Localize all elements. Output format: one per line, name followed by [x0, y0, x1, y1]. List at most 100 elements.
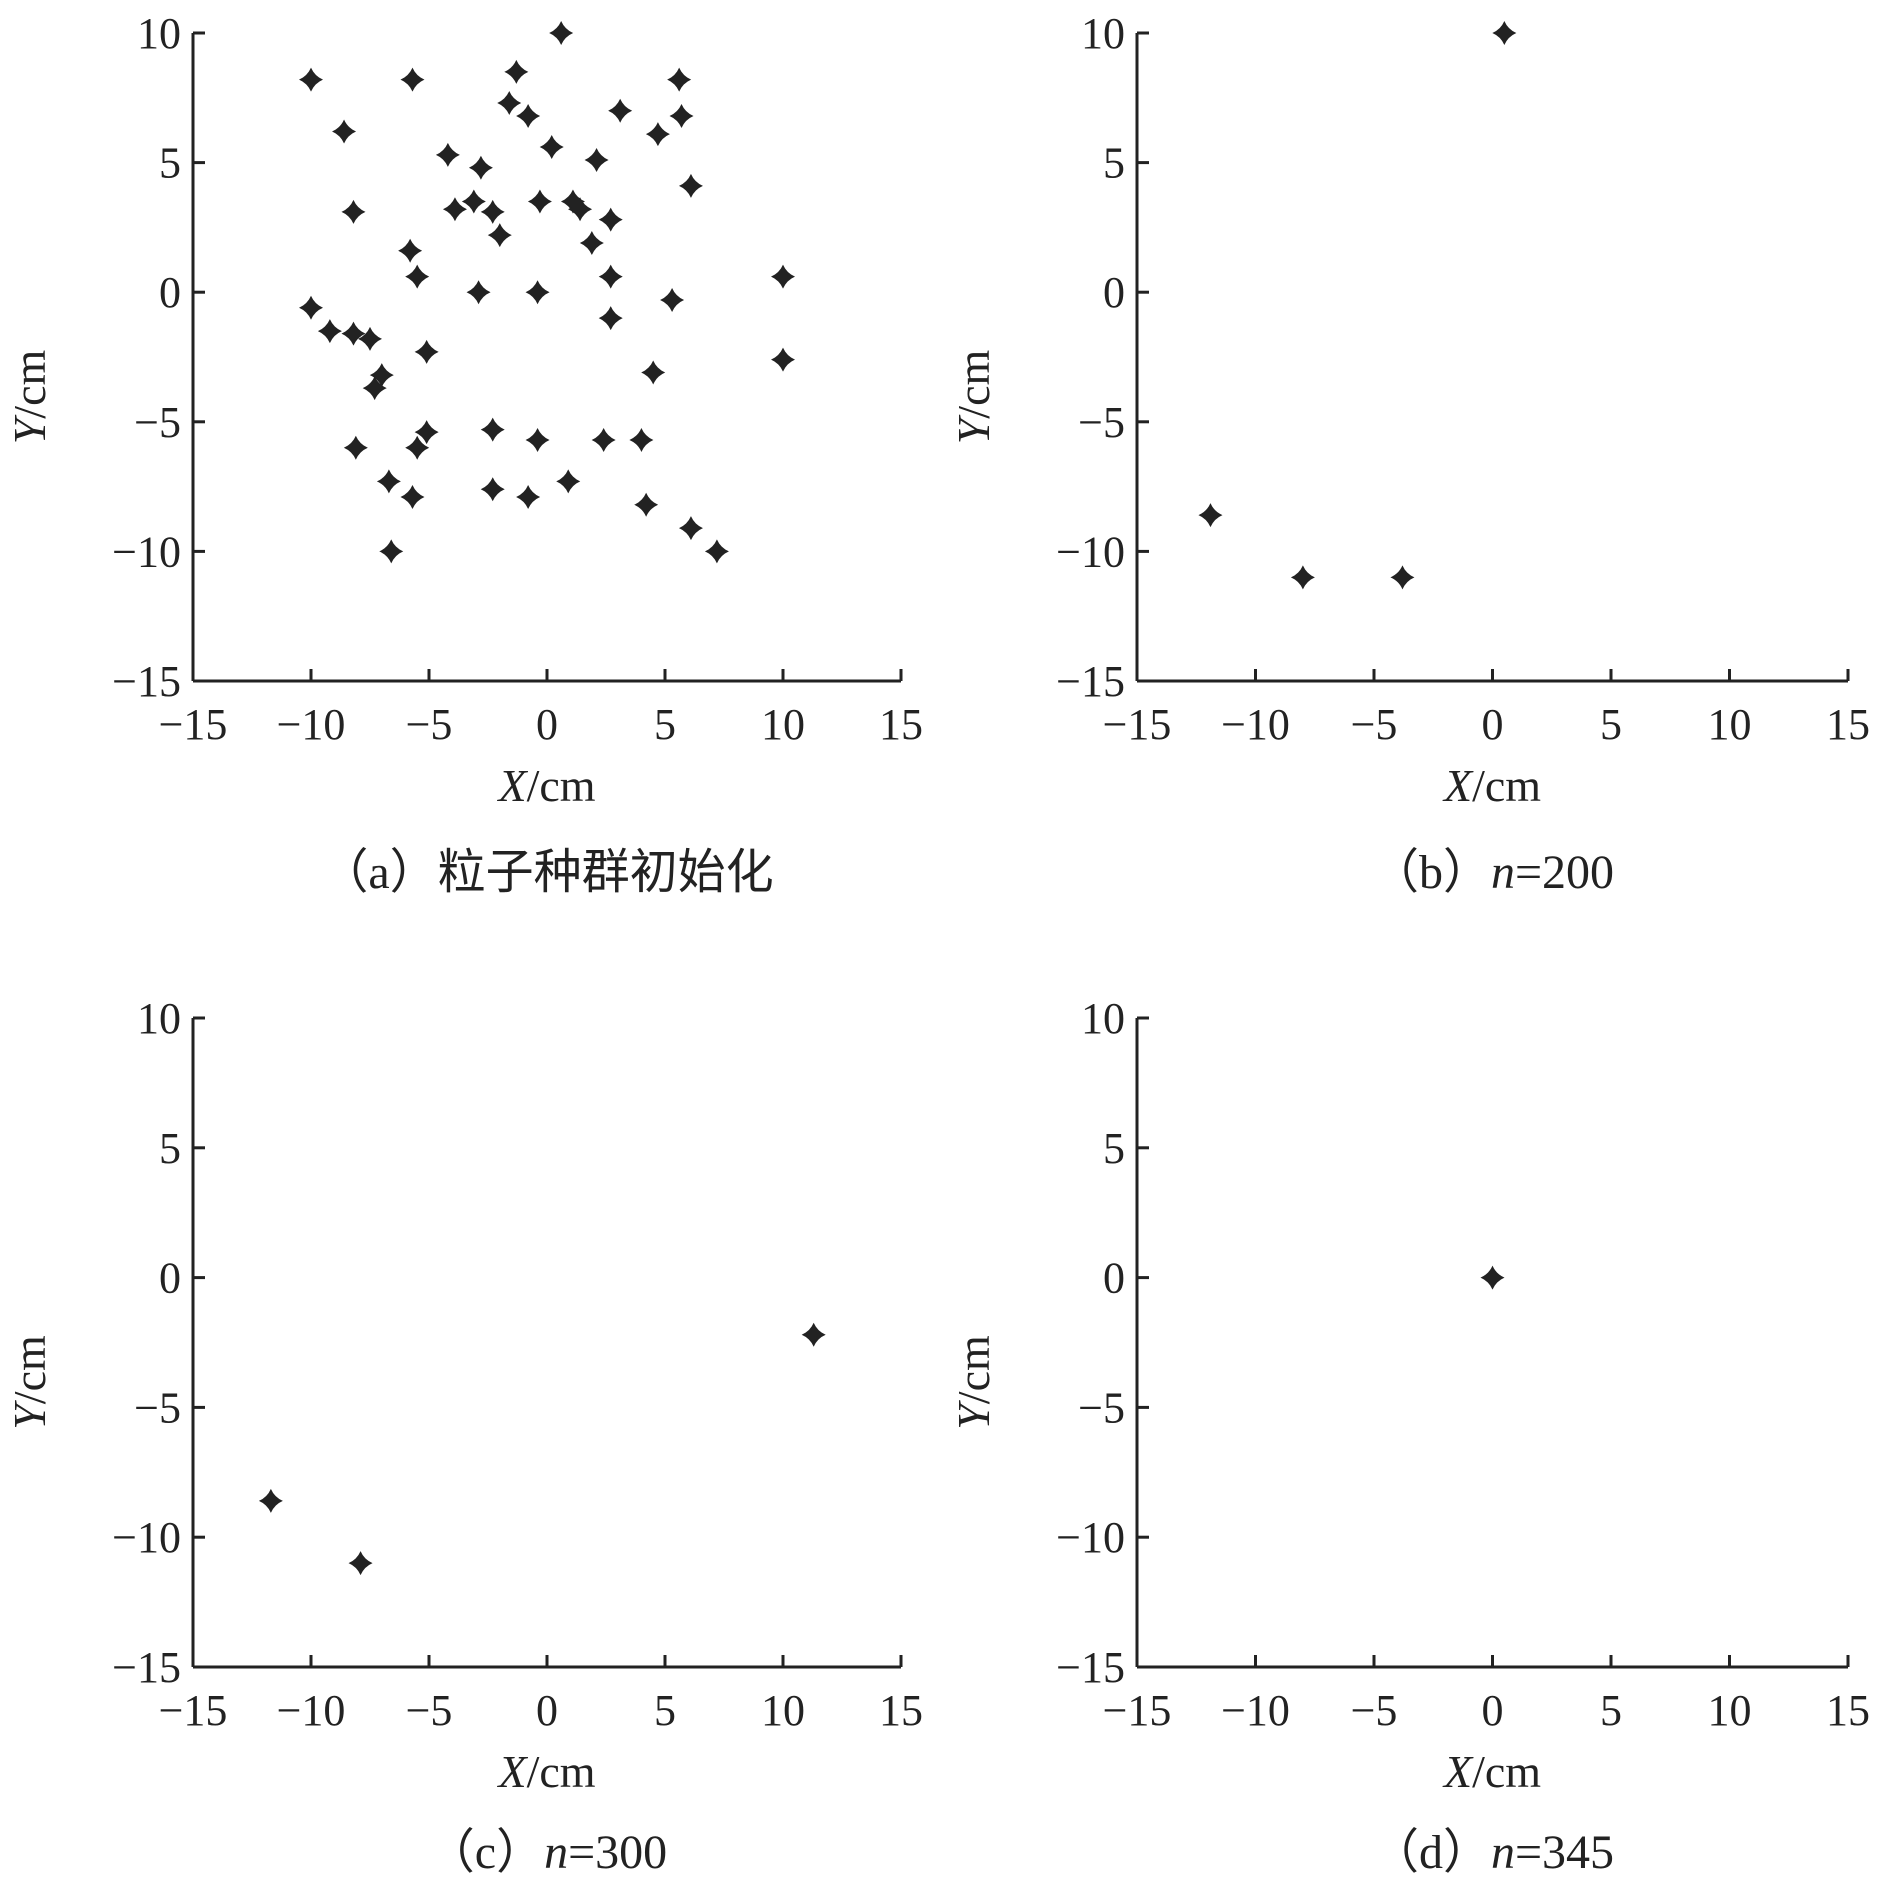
y-tick-label: 10: [1081, 994, 1125, 1043]
data-point: [480, 477, 505, 502]
x-tick-label: −10: [277, 1686, 346, 1735]
data-point: [414, 420, 439, 445]
y-tick-label: −5: [134, 398, 181, 447]
data-point: [527, 189, 552, 214]
y-tick-label: −10: [112, 1513, 181, 1562]
data-point: [341, 199, 366, 224]
data-point: [584, 148, 609, 173]
data-point: [405, 435, 430, 460]
data-point: [591, 427, 616, 452]
x-tick-label: −10: [277, 700, 346, 749]
y-tick-label: −15: [112, 657, 181, 706]
y-tick-label: 10: [137, 994, 181, 1043]
data-point: [341, 321, 366, 346]
data-point: [525, 427, 550, 452]
y-tick-label: 0: [159, 268, 181, 317]
data-point: [516, 103, 541, 128]
data-point: [598, 207, 623, 232]
data-point: [299, 67, 323, 92]
x-tick-label: 10: [761, 1686, 805, 1735]
x-tick-label: −5: [1351, 700, 1398, 749]
y-tick-label: 5: [1103, 1124, 1125, 1173]
data-point: [461, 189, 486, 214]
y-axis-title: Y/cm: [948, 349, 999, 444]
data-point: [1198, 503, 1223, 528]
x-tick-label: 10: [1708, 700, 1752, 749]
x-tick-label: −15: [1103, 700, 1172, 749]
data-point: [678, 516, 703, 541]
x-tick-label: −15: [159, 700, 228, 749]
y-tick-label: −15: [1056, 657, 1125, 706]
x-tick-label: 10: [1708, 1686, 1752, 1735]
x-tick-label: 15: [1826, 1686, 1870, 1735]
data-point: [667, 67, 692, 92]
data-point: [466, 280, 491, 305]
data-point: [669, 103, 694, 128]
x-axis-title: X/cm: [496, 760, 595, 811]
x-tick-label: −5: [406, 700, 453, 749]
y-tick-label: 5: [159, 1124, 181, 1173]
data-point: [332, 119, 357, 144]
data-point: [629, 427, 654, 452]
data-point: [487, 223, 512, 248]
y-tick-label: −10: [1056, 1513, 1125, 1562]
panel-caption: （c）n=300: [427, 1826, 667, 1879]
x-axis-title: X/cm: [1442, 1746, 1541, 1797]
data-point: [1390, 565, 1415, 590]
x-tick-label: −5: [1351, 1686, 1398, 1735]
x-tick-label: −10: [1221, 700, 1290, 749]
data-point: [660, 287, 685, 312]
x-tick-label: −15: [1103, 1686, 1172, 1735]
data-point: [358, 326, 382, 351]
data-point: [560, 189, 585, 214]
x-tick-label: 5: [654, 700, 676, 749]
data-point: [348, 1551, 373, 1576]
x-tick-label: 5: [1600, 700, 1622, 749]
x-axis-title: X/cm: [1442, 760, 1541, 811]
data-point: [435, 142, 460, 167]
data-point: [468, 155, 493, 180]
data-point: [400, 67, 425, 92]
x-tick-label: −5: [406, 1686, 453, 1735]
data-point: [504, 59, 529, 84]
data-point: [317, 319, 342, 344]
data-point: [379, 539, 404, 564]
data-point: [579, 230, 604, 255]
chart-panel-c: −15 −10 −5 0 5 10 15 10 5 0 −5 −10 −15 X/cm Y/cm （c）n=3…: [4, 994, 923, 1879]
y-tick-label: −15: [1056, 1643, 1125, 1692]
data-point: [641, 360, 666, 385]
x-tick-label: 15: [879, 1686, 923, 1735]
x-tick-label: 0: [1482, 700, 1504, 749]
data-point: [598, 264, 623, 289]
data-point: [678, 173, 703, 198]
data-point: [480, 199, 505, 224]
panel-caption: （a）粒子种群初始化: [320, 846, 773, 899]
data-point: [1480, 1265, 1505, 1290]
y-tick-label: 0: [1103, 268, 1125, 317]
y-tick-label: −5: [1078, 1383, 1125, 1432]
data-point: [568, 197, 593, 222]
y-axis-title: Y/cm: [4, 1335, 55, 1430]
x-axis-title: X/cm: [496, 1746, 595, 1797]
data-point: [480, 417, 505, 442]
y-tick-label: −5: [134, 1383, 181, 1432]
data-point: [645, 122, 670, 147]
x-tick-label: 5: [654, 1686, 676, 1735]
x-tick-label: 15: [1826, 700, 1870, 749]
data-point: [516, 484, 541, 509]
data-point: [343, 435, 368, 460]
data-point: [376, 469, 401, 494]
x-tick-label: 0: [1482, 1686, 1504, 1735]
y-tick-label: 10: [1081, 9, 1125, 58]
y-axis-title: Y/cm: [948, 1335, 999, 1430]
x-tick-label: 10: [761, 700, 805, 749]
data-point: [525, 280, 550, 305]
y-tick-label: −10: [112, 527, 181, 576]
data-point: [405, 264, 430, 289]
data-point: [362, 376, 387, 401]
y-tick-label: 10: [137, 9, 181, 58]
data-point: [258, 1488, 283, 1513]
y-tick-label: 5: [159, 139, 181, 188]
data-point: [400, 484, 425, 509]
chart-panel-b: −15 −10 −5 0 5 10 15 10 5 0 −5 −10 −15 X/cm Y/cm （b）n=2…: [948, 9, 1870, 899]
